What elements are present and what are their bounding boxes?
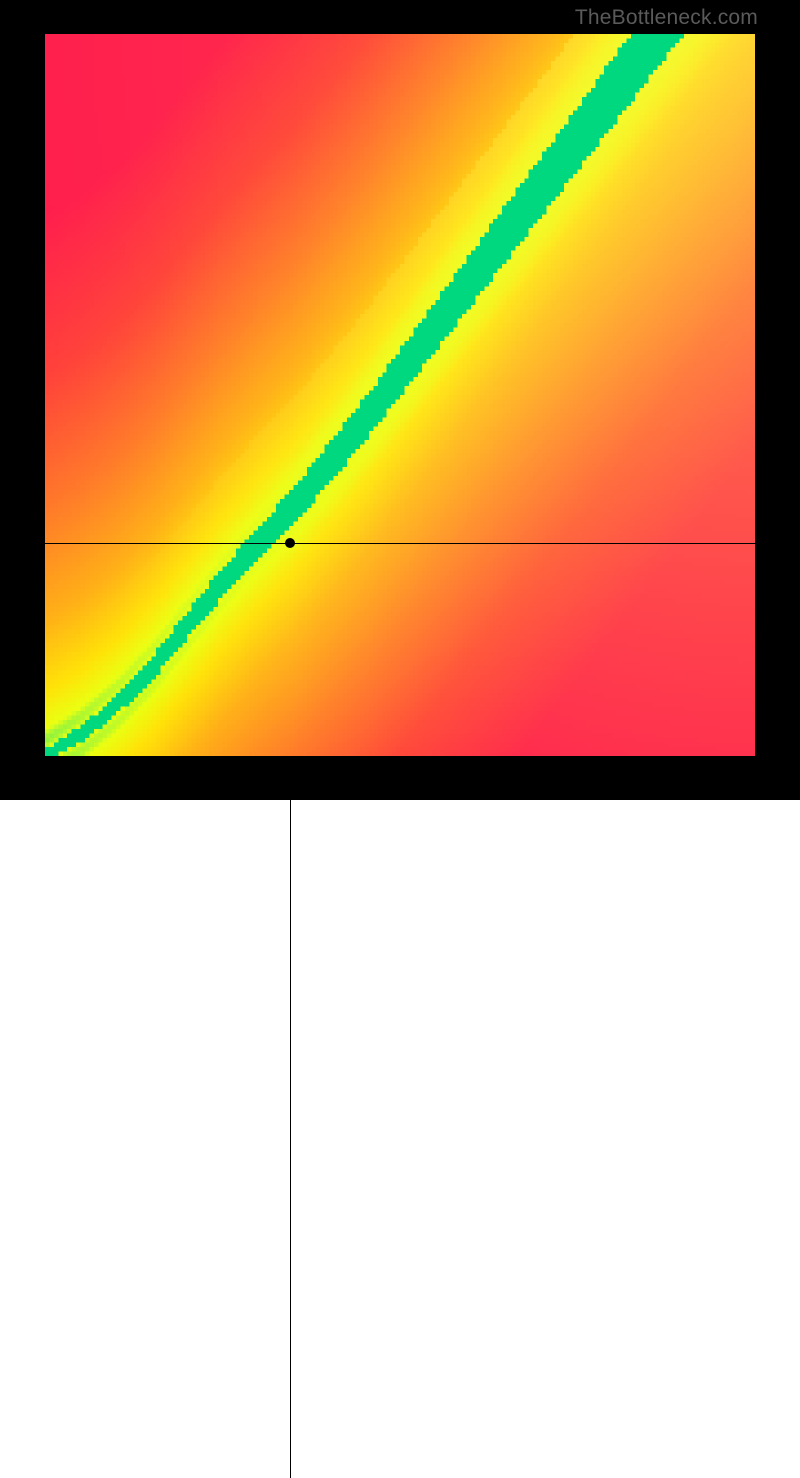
watermark-text: TheBottleneck.com — [575, 6, 758, 30]
outer-frame: TheBottleneck.com — [0, 0, 800, 800]
crosshair-dot — [285, 538, 295, 548]
heatmap-canvas — [45, 34, 755, 756]
crosshair-horizontal — [45, 543, 755, 544]
crosshair-vertical — [290, 756, 291, 1478]
heatmap-plot — [45, 34, 755, 756]
